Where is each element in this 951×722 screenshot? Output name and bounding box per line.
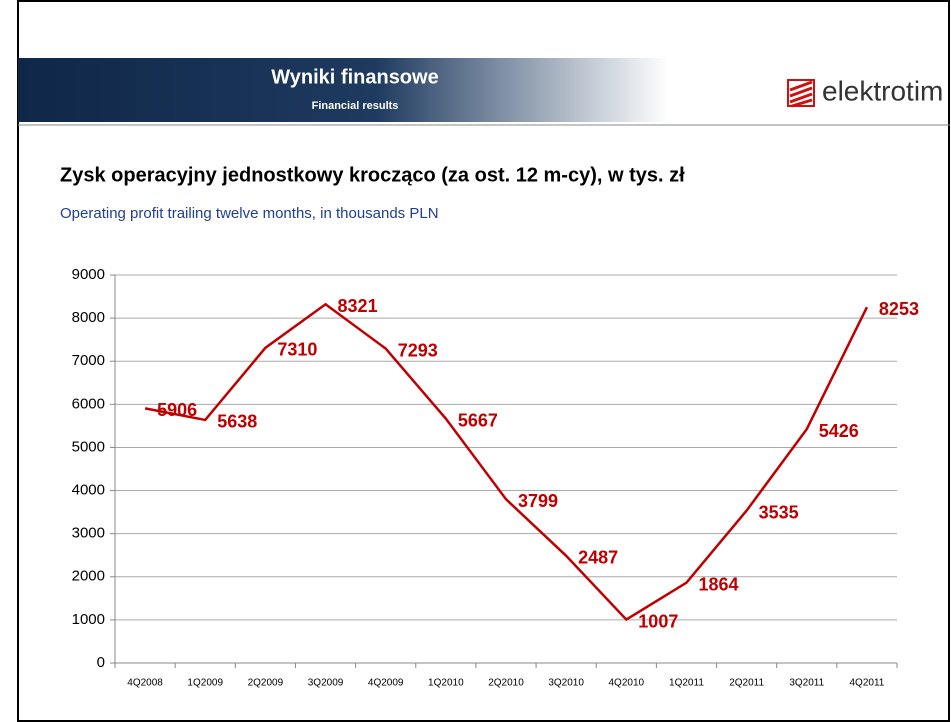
- data-label: 2487: [578, 548, 618, 568]
- x-tick-label: 1Q2009: [187, 678, 223, 689]
- x-tick-label: 4Q2008: [127, 678, 163, 689]
- x-tick-label: 4Q2010: [609, 678, 645, 689]
- logo-text: elektrotim: [822, 75, 943, 106]
- data-label: 8253: [879, 299, 919, 319]
- y-tick-label: 5000: [72, 438, 105, 455]
- x-tick-label: 2Q2009: [248, 678, 284, 689]
- data-label: 5906: [157, 400, 197, 420]
- x-tick-label: 3Q2010: [548, 678, 584, 689]
- line: [144, 302, 869, 622]
- data-label: 7310: [277, 340, 317, 360]
- x-tick-label: 4Q2009: [368, 678, 404, 689]
- y-tick-label: 9000: [72, 266, 105, 283]
- x-tick-label: 4Q2011: [850, 678, 885, 689]
- data-label: 3799: [518, 491, 558, 511]
- data-label: 5667: [458, 410, 498, 430]
- header-bar: [18, 58, 668, 122]
- x-tick-label: 2Q2011: [729, 678, 764, 689]
- y-tick-label: 2000: [72, 568, 105, 585]
- y-tick-label: 1000: [72, 611, 105, 628]
- header-subtitle: Financial results: [312, 100, 399, 112]
- x-tick-label: 2Q2010: [488, 678, 524, 689]
- header-title: Wyniki finansowe: [271, 66, 438, 88]
- data-label: 3535: [759, 502, 799, 522]
- chart-subtitle: Operating profit trailing twelve months,…: [60, 205, 439, 222]
- y-tick-label: 7000: [72, 352, 105, 369]
- y-tick-label: 6000: [72, 395, 105, 412]
- y-tick-label: 4000: [72, 482, 105, 499]
- data-label: 5638: [217, 412, 257, 432]
- y-tick-label: 8000: [72, 309, 105, 326]
- data-label: 7293: [398, 340, 438, 360]
- data-label: 8321: [338, 296, 378, 316]
- chart-title: Zysk operacyjny jednostkowy krocząco (za…: [60, 164, 685, 186]
- x-tick-label: 3Q2009: [308, 678, 344, 689]
- slide-border: [17, 0, 950, 722]
- data-label: 1864: [698, 574, 738, 594]
- logo-icon: [787, 79, 815, 108]
- y-tick-label: 3000: [72, 525, 105, 542]
- x-tick-label: 1Q2011: [669, 678, 704, 689]
- x-tick-label: 1Q2010: [428, 678, 464, 689]
- data-label: 5426: [819, 421, 859, 441]
- y-tick-label: 0: [97, 654, 105, 671]
- data-label: 1007: [638, 611, 678, 631]
- x-tick-label: 3Q2011: [789, 678, 824, 689]
